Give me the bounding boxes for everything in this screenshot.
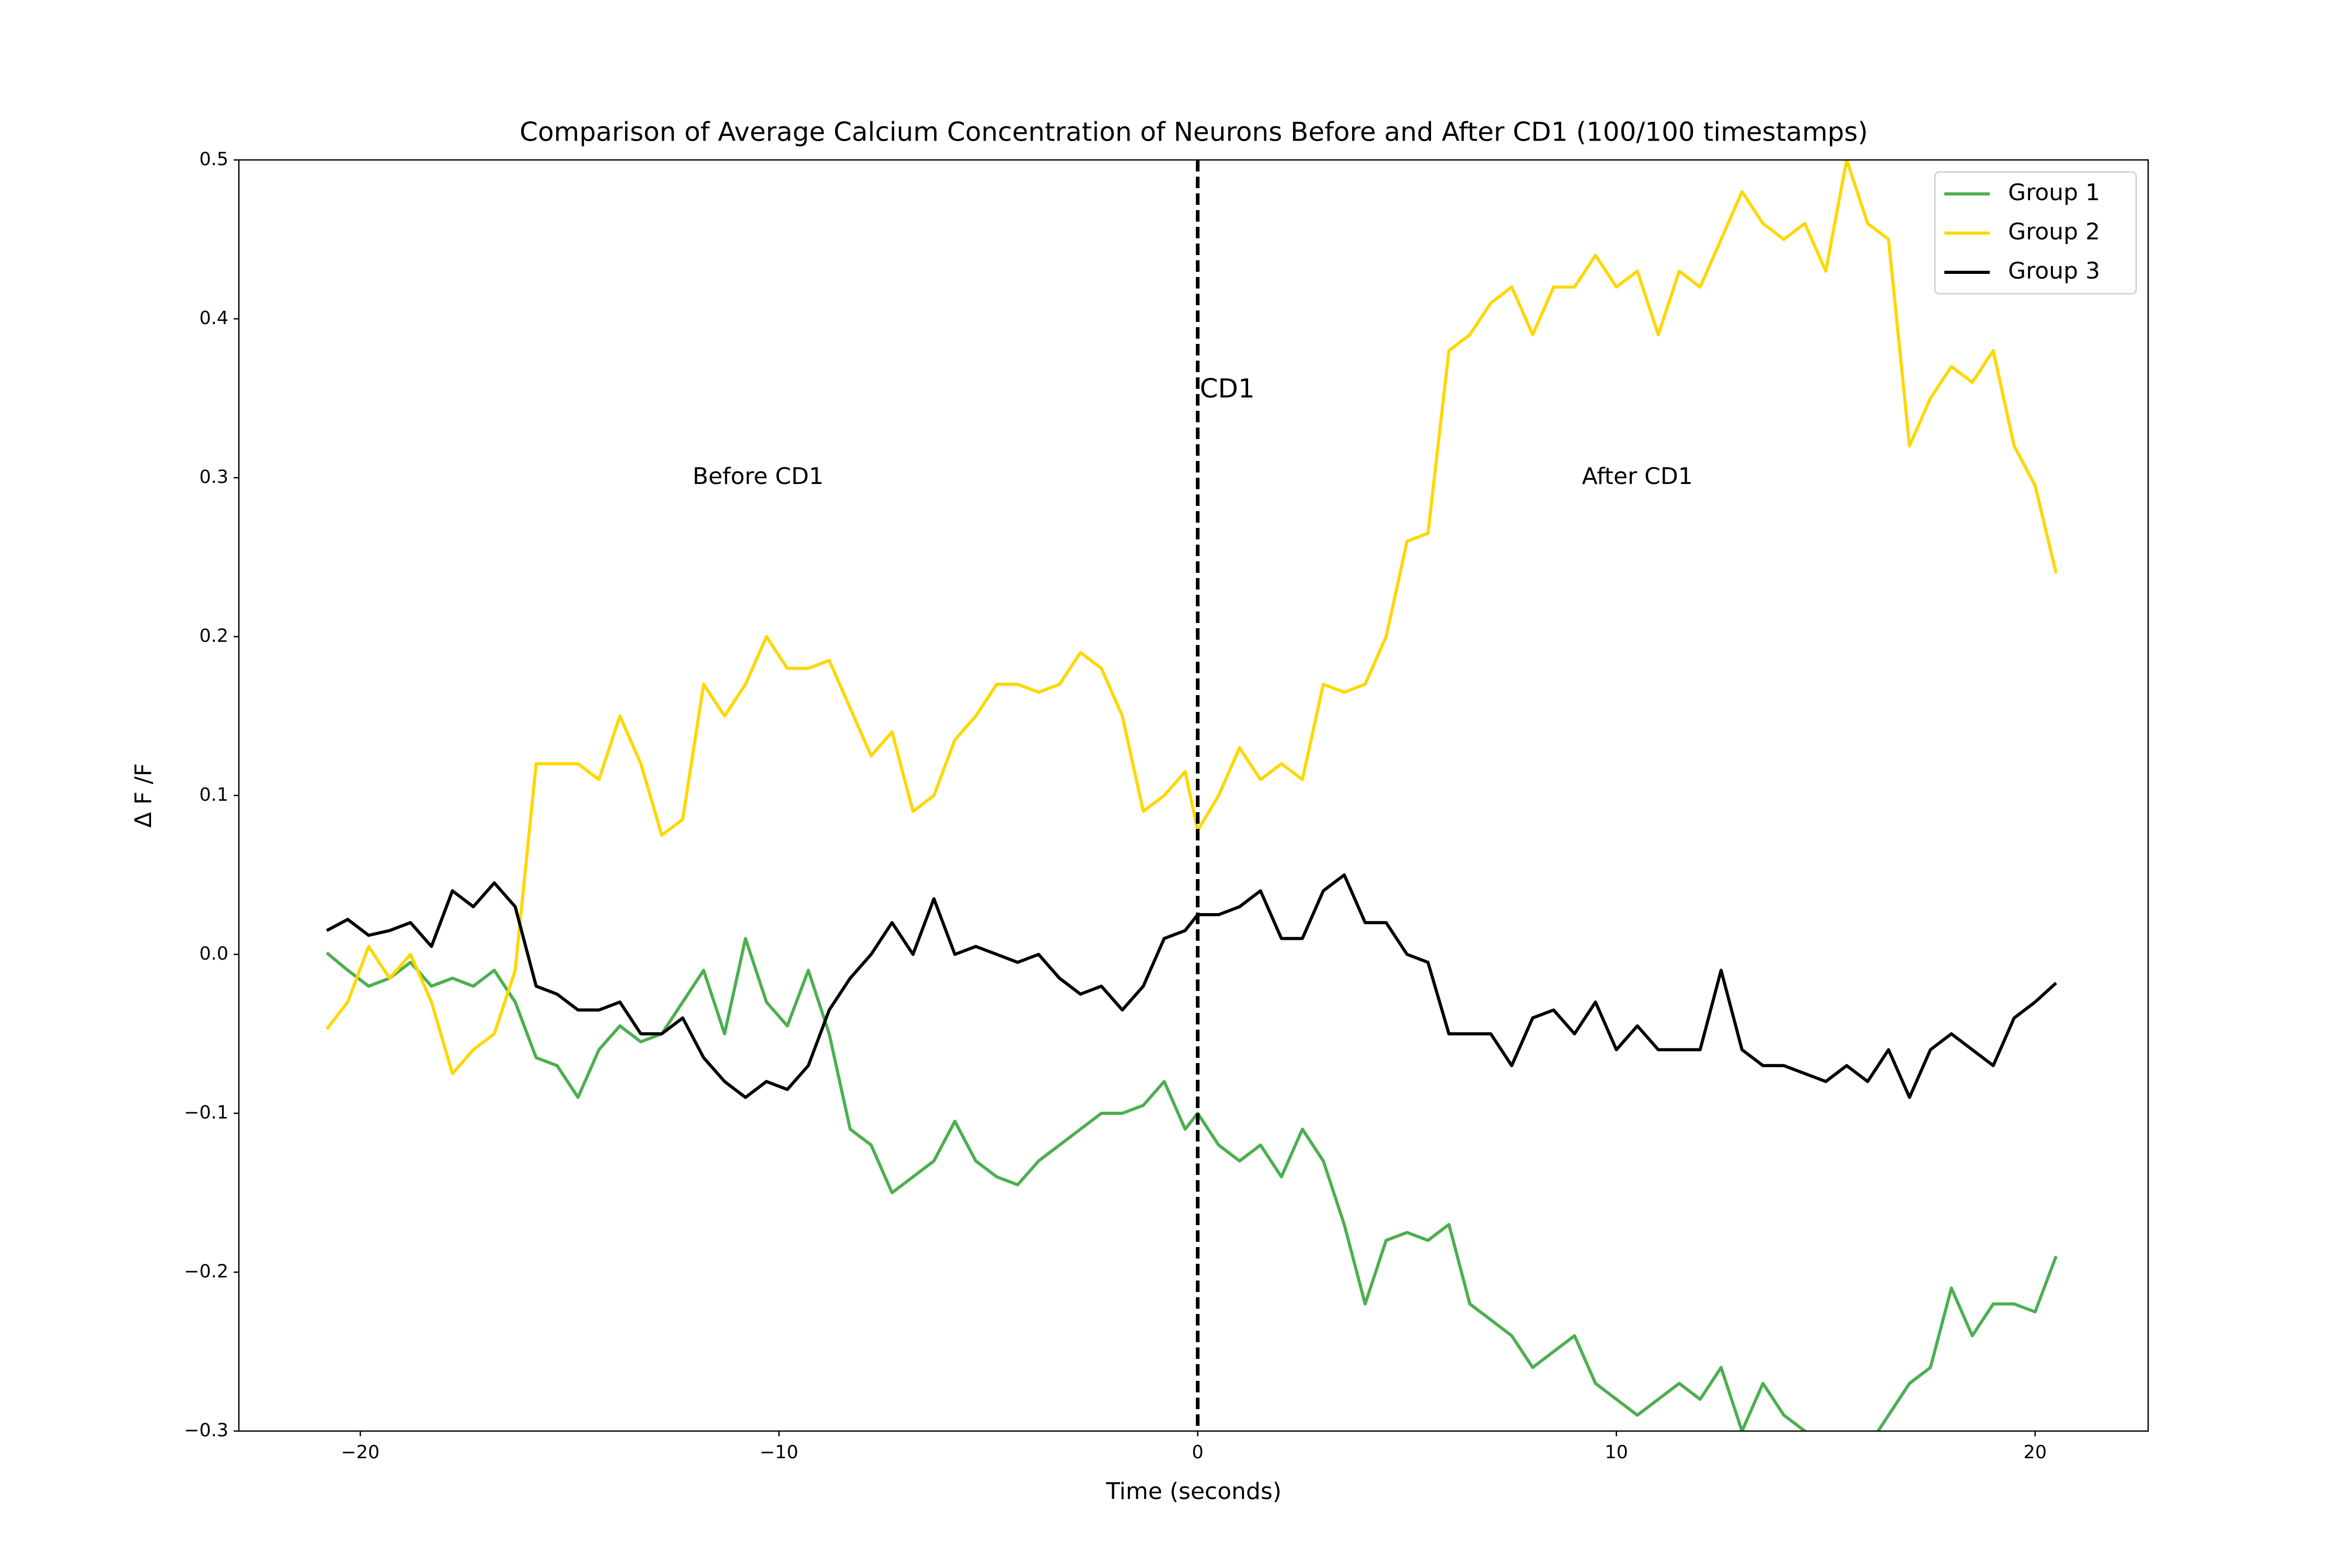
y-tick-label: −0.2 (184, 1261, 228, 1282)
y-tick-label: 0.0 (199, 943, 228, 964)
y-tick-label: 0.5 (199, 149, 228, 170)
y-axis-label: Δ F /F (130, 763, 157, 828)
reference-label: CD1 (1200, 373, 1255, 403)
y-tick-label: 0.4 (199, 308, 228, 329)
legend-box (1934, 171, 2137, 295)
y-tick-label: 0.2 (199, 626, 228, 647)
y-tick-label: −0.3 (184, 1420, 228, 1441)
series-line (326, 937, 2058, 1431)
annotation: After CD1 (1582, 463, 1693, 490)
y-tick-label: 0.1 (199, 785, 228, 805)
y-tick-label: 0.3 (199, 467, 228, 488)
legend-label: Group 1 (2008, 179, 2100, 206)
overlay: −0.3 −0.2 −0.1 0.0 0.1 0.2 0.3 0.4 0.5 −20 −10 0 10 2… (184, 149, 2149, 1463)
legend-label: Group 2 (2008, 218, 2100, 245)
annotation: Before CD1 (693, 463, 823, 490)
y-tick-label: −0.1 (184, 1102, 228, 1123)
chart-title: Comparison of Average Calcium Concentrat… (520, 117, 1868, 147)
x-tick-label: −10 (759, 1442, 798, 1463)
x-tick-label: 0 (1192, 1442, 1203, 1463)
series-line (325, 160, 2058, 1075)
x-axis-label: Time (seconds) (1105, 1478, 1282, 1505)
series-line (326, 873, 2057, 1099)
plot-area (325, 160, 2058, 1431)
x-tick-label: 10 (1605, 1442, 1628, 1463)
x-tick-label: −20 (341, 1442, 379, 1463)
x-tick-label: 20 (2023, 1442, 2047, 1463)
plot-frame (238, 159, 2149, 1432)
legend-label: Group 3 (2008, 258, 2100, 284)
